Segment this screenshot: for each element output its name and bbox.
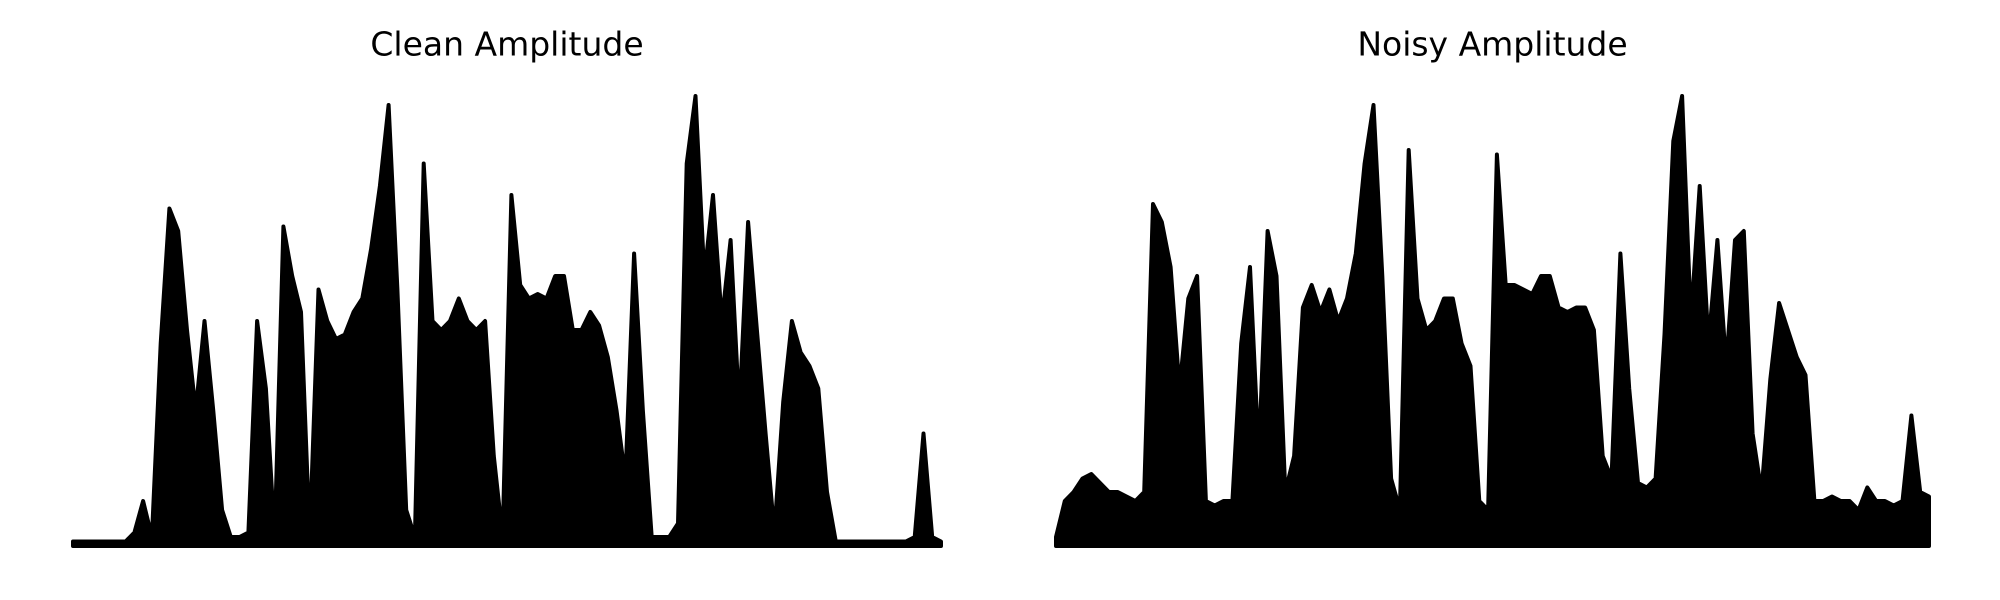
amplitude-area (71, 94, 943, 548)
amplitude-area (1054, 94, 1931, 548)
chart-title: Clean Amplitude (370, 25, 643, 64)
chart-title: Noisy Amplitude (1357, 25, 1627, 64)
